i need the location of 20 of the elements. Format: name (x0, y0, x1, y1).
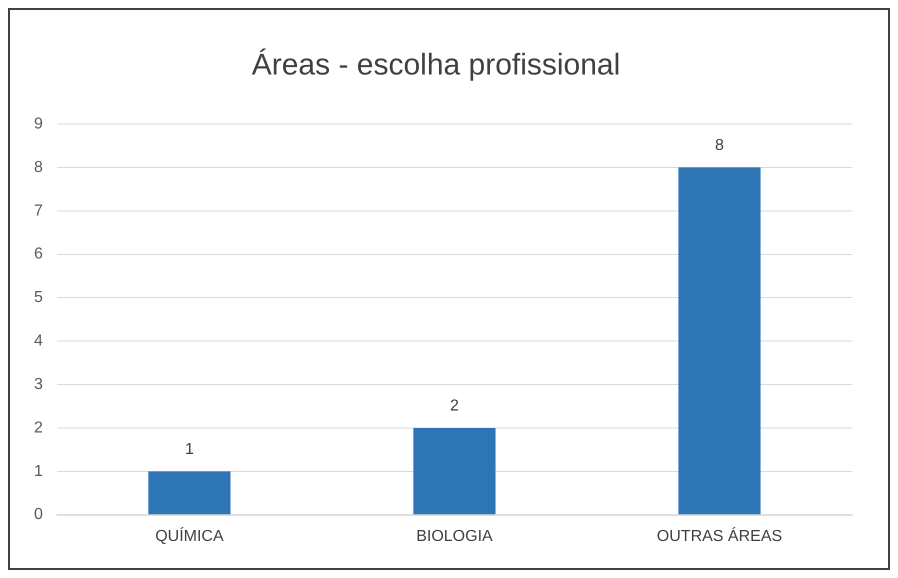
x-tick-label: QUÍMICA (155, 526, 224, 545)
y-tick-label: 9 (34, 115, 43, 132)
y-tick-label: 4 (34, 332, 43, 350)
x-tick-label: BIOLOGIA (416, 528, 494, 545)
data-label: 8 (715, 136, 724, 154)
y-tick-label: 1 (34, 462, 43, 480)
bar (678, 167, 761, 514)
y-tick-label: 2 (34, 419, 43, 436)
y-tick-label: 8 (34, 158, 43, 176)
y-tick-label: 7 (34, 202, 43, 220)
data-label: 2 (450, 397, 459, 414)
bar (148, 471, 230, 514)
y-tick-label: 0 (34, 506, 43, 524)
x-tick-label: OUTRAS ÁREAS (656, 526, 782, 545)
y-tick-label: 5 (34, 289, 43, 306)
bar (413, 428, 496, 514)
data-label: 1 (184, 440, 194, 458)
chart-title: Áreas - escolha profissional (252, 47, 620, 82)
y-tick-label: 6 (34, 246, 43, 263)
y-tick-label: 3 (34, 376, 43, 393)
